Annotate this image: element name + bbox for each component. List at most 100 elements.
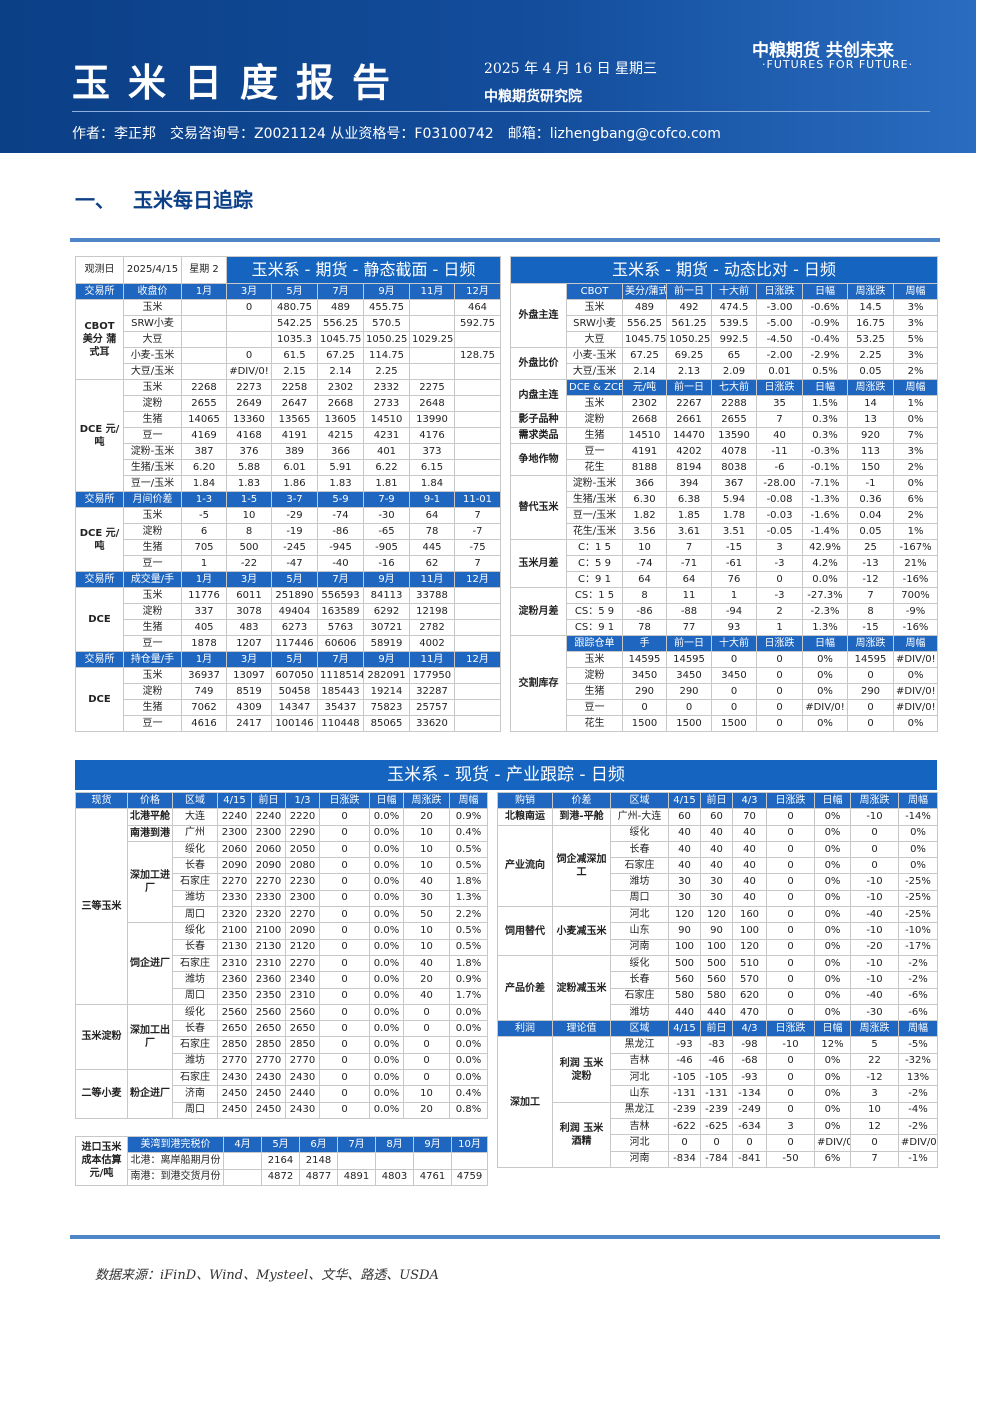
table-cell: 500 [226,539,272,556]
group-label: 利润 玉米酒精 [552,1101,611,1168]
table-row: 大豆 1045.75 1050.25 992.5 -4.50 -0.4% 53.25 5% [511,331,939,348]
table-cell: 0 [766,1134,815,1152]
table-cell: 500 [700,954,733,973]
table-cell: 0% [814,1117,851,1136]
table-cell [337,1152,376,1170]
row-name: 大豆/玉米 [566,363,623,380]
row-name: 黑龙江 [610,1101,669,1119]
table-cell: 0% [814,889,851,908]
table-cell: 0% [802,651,848,668]
table-cell: 0% [814,873,851,891]
table-cell: 6273 [271,619,318,636]
header-cell: 周幅 [898,791,938,810]
table-cell: 2770 [217,1052,252,1071]
row-name: 淀粉 [123,395,182,412]
table-cell: 2.13 [666,363,712,380]
table-cell: 2.15 [271,363,318,380]
table-cell: 3% [892,315,939,332]
header-cell: 4/3 [732,1020,767,1038]
table-cell: 2273 [226,379,272,396]
row-name: 豆一 [566,699,623,716]
table-cell: 76 [711,571,757,588]
table-cell: -0.1% [802,459,848,476]
table-cell: 2450 [217,1101,252,1119]
table-cell: 1.83 [317,475,364,492]
table-cell: -1.3% [802,491,848,508]
table-cell [181,315,227,332]
table-cell: 0 [766,1085,815,1103]
table-cell: 2647 [271,395,318,412]
table-cell: 2661 [666,411,712,428]
table-row: DCE 玉米 11776 6011 251890 556593 84113 33788 [75,587,501,652]
table-cell: -29 [271,507,318,524]
table-cell: 2240 [251,808,286,826]
row-name: 淀粉 [123,683,182,700]
table-cell: 6% [892,491,939,508]
header-cell: 交易所 [75,283,124,300]
table-cell: 10 [403,1085,450,1103]
table-cell: 0 [766,971,815,989]
table-cell: 0.5% [449,922,488,940]
table-cell: 6292 [363,603,410,620]
header-cell: 11-01 [454,491,501,508]
table-cell: 62 [409,555,455,572]
table-cell: 2090 [251,857,286,875]
table-cell: 8 [847,603,894,620]
header-cell: 1月 [181,283,227,300]
table-cell: 0 [319,840,370,859]
table-cell: 110448 [317,715,364,732]
header-cell: 12月 [454,651,501,668]
table-cell: 560 [700,971,733,989]
table-cell: 3 [766,1117,815,1136]
table-row: 周口 2350 2350 2310 0 0.0% 40 1.7% [76,987,488,1005]
table-cell: 2450 [251,1101,286,1119]
group-label: 深加工 [497,1036,553,1168]
table-row: 饲企进厂 绥化 2100 2100 2090 0 0.0% 10 0.5% [76,922,488,1005]
table-cell: -622 [668,1117,701,1136]
table-cell: 12198 [409,603,455,620]
table-cell: 2148 [299,1152,338,1170]
row-name: 小麦-玉米 [123,347,182,364]
row-name: 玉米 [123,379,182,396]
group-label: 产品价差 [497,954,553,1022]
logo-cn: 中粮期货 共创未来 [752,41,894,61]
header-cell: 9-1 [409,491,455,508]
table-cell: 1.83 [226,475,272,492]
table-cell: 6.20 [181,459,227,476]
table-cell: -10 [850,889,899,908]
table-cell: 40 [732,840,767,859]
table-cell: 5.88 [226,459,272,476]
table-cell [454,475,501,492]
table-cell: 992.5 [711,331,757,348]
header-cell: 周涨跌 [847,283,894,300]
table-cell: -0.08 [756,491,803,508]
table-cell: 0.0% [369,954,404,973]
table-cell: -5.00 [756,315,803,332]
header-cell: 月间价差 [123,491,182,508]
table-cell: 0.05 [847,363,894,380]
table-row: 长春 560 560 570 0 0% -10 -2% [498,971,938,989]
table-cell: 42.9% [802,539,848,556]
table-cell: 100146 [271,715,318,732]
table-cell: 19214 [363,683,410,700]
table-cell: 0 [766,938,815,956]
table-cell: -75 [454,539,501,556]
row-name: 绥化 [172,1003,218,1022]
table-cell: 580 [668,987,701,1005]
table-cell: 0 [319,824,370,842]
table-cell: 0 [847,699,894,716]
table-cell: 0 [319,873,370,891]
table-cell: -10 [850,808,899,826]
table-cell: 13 [847,411,894,428]
table-cell: 0.5% [449,938,488,956]
table-row: 花生 8188 8194 8038 -6 -0.1% 150 2% [511,459,939,476]
table-cell: 8519 [226,683,272,700]
table-cell: 6.22 [363,459,410,476]
header-cell: 3-7 [271,491,318,508]
header-cell: 周涨跌 [850,791,899,810]
table-cell: -11 [756,443,803,460]
table-cell: 2270 [285,906,320,924]
table-cell: 0 [319,889,370,908]
